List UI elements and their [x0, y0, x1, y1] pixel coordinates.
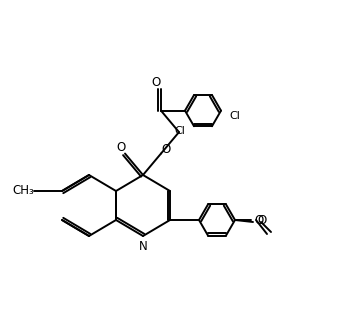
- Text: Cl: Cl: [230, 111, 240, 121]
- Text: O: O: [161, 143, 171, 156]
- Text: O: O: [255, 215, 264, 227]
- Text: N: N: [139, 239, 147, 252]
- Text: O: O: [257, 213, 266, 226]
- Text: O: O: [151, 76, 161, 89]
- Text: Cl: Cl: [175, 126, 186, 136]
- Text: O: O: [116, 141, 126, 154]
- Text: CH₃: CH₃: [12, 184, 34, 197]
